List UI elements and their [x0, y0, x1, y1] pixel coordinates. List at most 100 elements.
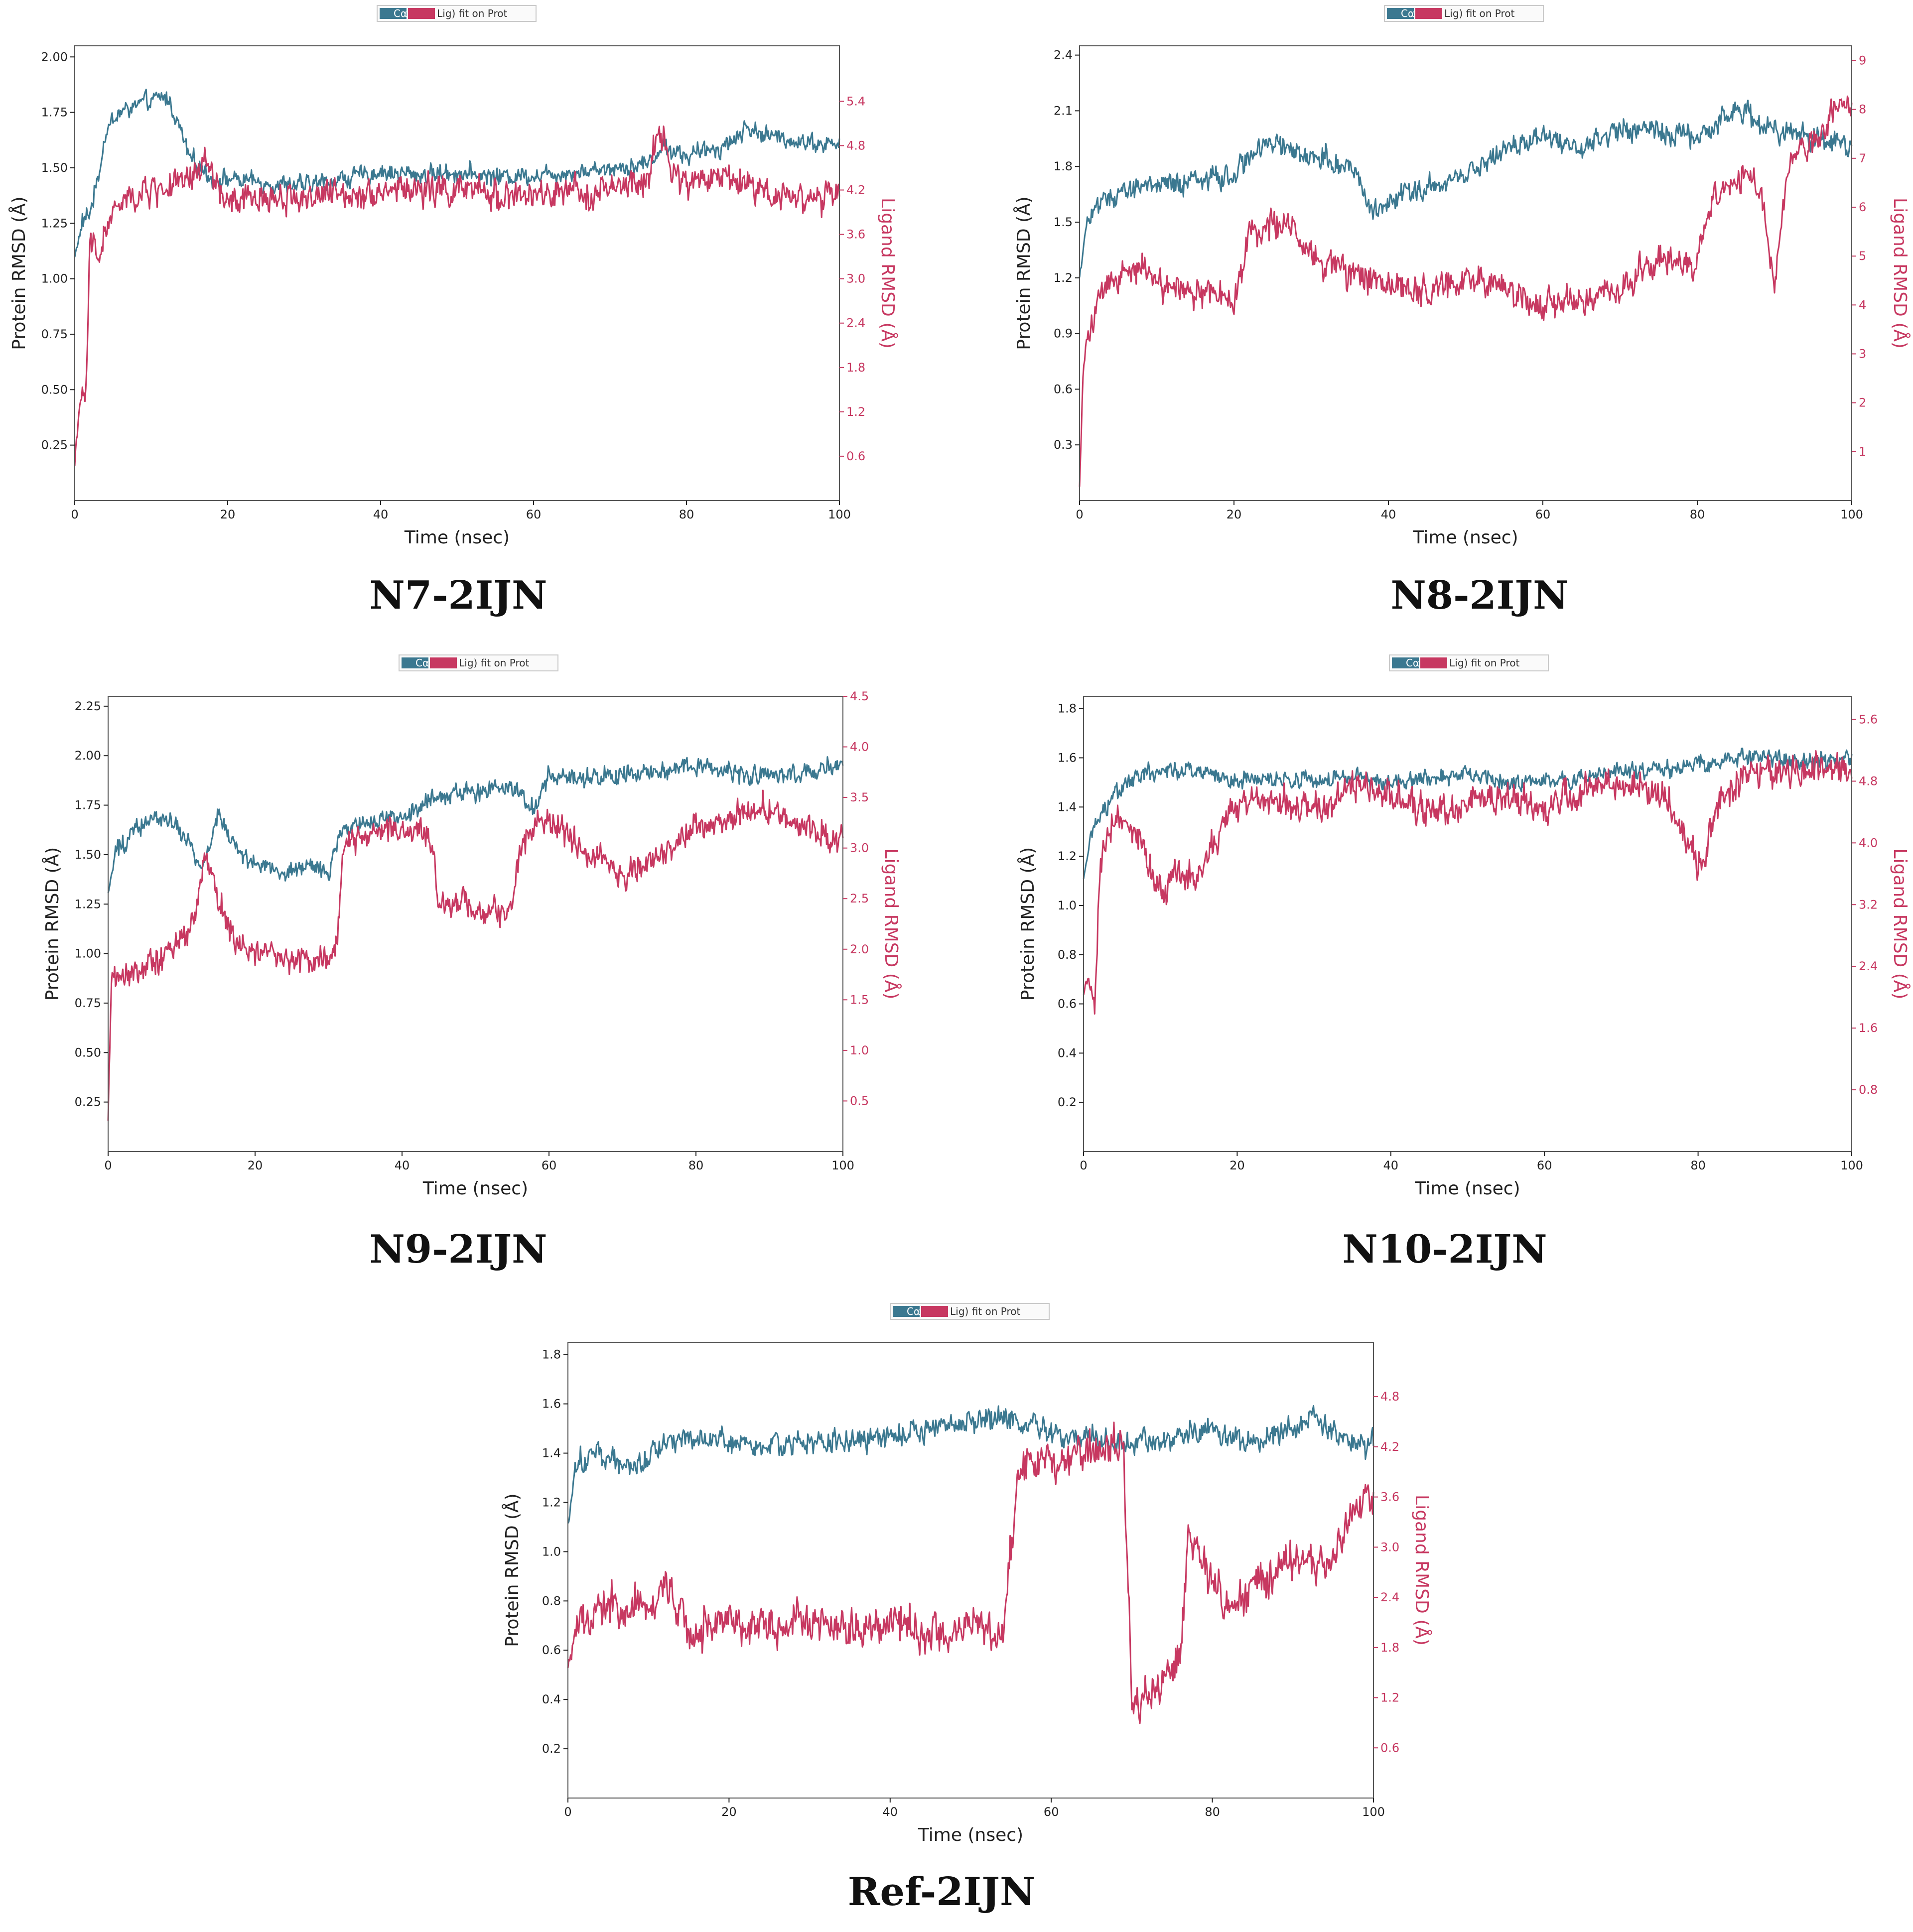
- x-tick-label: 40: [883, 1805, 898, 1819]
- plot-frame: [108, 696, 843, 1152]
- legend-swatch-ligand: [408, 8, 435, 19]
- y-right-tick-label: 1.5: [850, 993, 869, 1007]
- y-right-tick-label: 9: [1859, 53, 1866, 67]
- chart-panel-n7: Cα Lig) fit on Prot 0 20 40 60 80 100 0.25 0.50…: [0, 0, 956, 638]
- x-tick-label: 0: [564, 1805, 571, 1819]
- x-tick-label: 80: [688, 1159, 704, 1172]
- y-right-tick-label: 1.6: [1859, 1021, 1878, 1035]
- y-left-tick-label: 0.75: [41, 327, 68, 341]
- x-tick-label: 40: [1383, 1159, 1399, 1172]
- y-right-tick-label: 5: [1859, 249, 1866, 263]
- y-right-tick-label: 0.6: [1380, 1741, 1399, 1755]
- x-tick-label: 40: [395, 1159, 410, 1172]
- y-left-tick-label: 1.0: [542, 1545, 561, 1558]
- legend-label-ligand: Lig) fit on Prot: [950, 1305, 1021, 1317]
- x-tick-label: 20: [220, 508, 236, 521]
- x-tick-label: 100: [1840, 508, 1863, 521]
- legend-swatch-protein: [380, 8, 407, 19]
- x-tick-label: 60: [1535, 508, 1551, 521]
- ligand-rmsd-line: [567, 1421, 1374, 1724]
- y-right-tick-label: 0.5: [850, 1094, 869, 1108]
- plot-frame: [1079, 45, 1852, 501]
- y-right-tick-label: 4.0: [1859, 836, 1878, 850]
- y-left-tick-label: 0.2: [542, 1742, 561, 1756]
- protein-rmsd-line: [107, 756, 844, 894]
- y-left-tick-label: 2.25: [75, 699, 101, 713]
- y-right-tick-label: 0.6: [846, 449, 865, 463]
- legend-swatch-ligand: [1420, 657, 1448, 668]
- x-tick-label: 0: [104, 1159, 112, 1172]
- x-tick-label: 40: [1381, 508, 1396, 521]
- protein-rmsd-line: [1083, 748, 1853, 879]
- x-tick-label: 80: [1690, 508, 1705, 521]
- y-left-tick-label: 1.2: [542, 1495, 561, 1509]
- x-tick-label: 20: [1227, 508, 1242, 521]
- x-axis-label: Time (nsec): [404, 527, 510, 548]
- x-tick-label: 80: [1205, 1805, 1220, 1819]
- y-right-tick-label: 4.2: [1380, 1440, 1399, 1454]
- legend-label-protein: Cα: [1406, 657, 1420, 669]
- y-right-tick-label: 6: [1859, 200, 1866, 214]
- x-tick-label: 60: [1537, 1159, 1552, 1172]
- chart-legend: Cα Lig) fit on Prot: [377, 5, 537, 22]
- y-left-tick-label: 1.0: [1058, 899, 1077, 912]
- y-left-tick-label: 1.5: [1054, 215, 1073, 229]
- y-left-tick-label: 0.8: [1058, 948, 1077, 962]
- y-left-axis-label: Protein RMSD (Å): [501, 1493, 523, 1647]
- legend-swatch-ligand: [921, 1306, 949, 1317]
- protein-rmsd-line: [1079, 100, 1853, 278]
- y-left-tick-label: 0.3: [1054, 438, 1073, 452]
- chart-legend: Cα Lig) fit on Prot: [1384, 5, 1544, 22]
- y-right-tick-label: 3.6: [1380, 1490, 1399, 1504]
- x-axis-label: Time (nsec): [1414, 1178, 1520, 1199]
- x-tick-label: 20: [1230, 1159, 1245, 1172]
- y-left-axis-label: Protein RMSD (Å): [1017, 847, 1038, 1001]
- chart-caption: N7-2IJN: [369, 573, 547, 618]
- x-axis-label: Time (nsec): [918, 1825, 1023, 1845]
- y-right-tick-label: 0.8: [1859, 1083, 1878, 1097]
- legend-swatch-protein: [1387, 8, 1414, 19]
- y-right-tick-label: 4.5: [850, 689, 869, 703]
- legend-label-ligand: Lig) fit on Prot: [437, 7, 508, 19]
- x-tick-label: 60: [526, 508, 542, 521]
- y-left-tick-label: 1.50: [41, 161, 68, 175]
- legend-swatch-ligand: [1415, 8, 1443, 19]
- y-left-tick-label: 1.8: [542, 1348, 561, 1362]
- y-right-tick-label: 1.2: [1380, 1691, 1399, 1705]
- y-left-tick-label: 2.00: [75, 749, 101, 763]
- y-left-tick-label: 1.4: [542, 1446, 561, 1460]
- y-left-tick-label: 1.25: [75, 897, 101, 911]
- chart-legend: Cα Lig) fit on Prot: [399, 654, 558, 671]
- y-left-tick-label: 2.1: [1054, 104, 1073, 118]
- y-left-tick-label: 0.25: [41, 438, 68, 452]
- x-axis-label: Time (nsec): [1412, 527, 1518, 548]
- chart-legend: Cα Lig) fit on Prot: [890, 1303, 1050, 1320]
- legend-label-ligand: Lig) fit on Prot: [1449, 657, 1520, 669]
- y-left-tick-label: 0.2: [1058, 1095, 1077, 1109]
- y-right-axis-label: Ligand RMSD (Å): [1890, 849, 1911, 1000]
- chart-panel-n9: Cα Lig) fit on Prot 0 20 40 60 80 100 0.25 0.50…: [0, 647, 956, 1295]
- x-tick-label: 100: [1362, 1805, 1385, 1819]
- y-left-tick-label: 1.8: [1054, 159, 1073, 173]
- x-tick-label: 20: [721, 1805, 737, 1819]
- x-tick-label: 40: [373, 508, 389, 521]
- y-right-tick-label: 3.0: [850, 841, 869, 855]
- chart-caption: N10-2IJN: [1342, 1227, 1547, 1272]
- legend-label-protein: Cα: [394, 7, 408, 19]
- y-left-tick-label: 1.4: [1058, 800, 1077, 814]
- chart-legend: Cα Lig) fit on Prot: [1389, 654, 1549, 671]
- y-left-tick-label: 0.8: [542, 1594, 561, 1608]
- y-left-tick-label: 1.6: [1058, 751, 1077, 765]
- y-right-tick-label: 4.8: [1859, 774, 1878, 788]
- chart-caption: N9-2IJN: [369, 1227, 547, 1272]
- y-left-tick-label: 1.50: [75, 848, 101, 862]
- y-left-tick-label: 0.50: [75, 1045, 101, 1059]
- y-left-tick-label: 1.8: [1058, 702, 1077, 716]
- x-tick-label: 0: [71, 508, 78, 521]
- y-right-tick-label: 3.0: [1380, 1540, 1399, 1554]
- x-tick-label: 0: [1080, 1159, 1087, 1172]
- rmsd-chart-n8: 0 20 40 60 80 100 0.3 0.6 0.9 1.2 1.5 1.8 2.1 2.4 1 2 3 4…: [1013, 45, 1911, 548]
- y-left-tick-label: 1.00: [75, 947, 101, 961]
- y-right-tick-label: 1.0: [850, 1043, 869, 1057]
- y-right-tick-label: 3: [1859, 347, 1866, 361]
